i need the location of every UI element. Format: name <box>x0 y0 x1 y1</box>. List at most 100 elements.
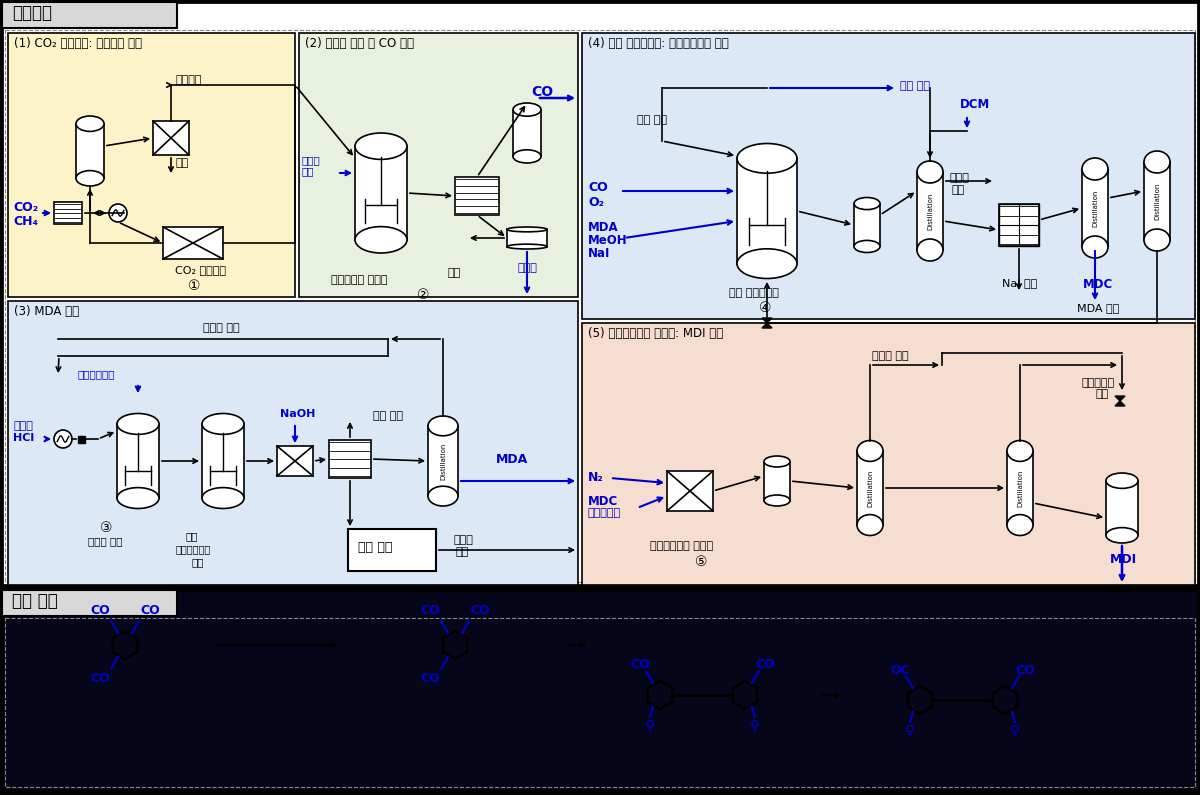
Bar <box>508 230 547 246</box>
Text: CO: CO <box>470 604 490 618</box>
Text: HCl: HCl <box>13 433 34 443</box>
Ellipse shape <box>1144 151 1170 173</box>
Ellipse shape <box>737 144 797 173</box>
Text: CO₂ 건식개질: CO₂ 건식개질 <box>175 265 226 275</box>
Text: 아닐린 축합: 아닐린 축합 <box>88 536 122 546</box>
Text: Distillation: Distillation <box>866 469 874 506</box>
Text: (4) 산화 카르보닐화: 디카바메이트 합성: (4) 산화 카르보닐화: 디카바메이트 합성 <box>588 37 728 50</box>
Bar <box>667 471 713 511</box>
Text: O₂: O₂ <box>588 196 604 209</box>
Bar <box>202 424 244 498</box>
Text: Distillation: Distillation <box>440 442 446 479</box>
Text: MDA: MDA <box>588 221 619 234</box>
Text: CO: CO <box>530 85 553 99</box>
Text: ①: ① <box>188 279 200 293</box>
Text: ♀: ♀ <box>1010 723 1020 737</box>
Bar <box>348 529 436 571</box>
Text: 메탄올: 메탄올 <box>950 173 970 183</box>
Ellipse shape <box>118 413 158 434</box>
Bar <box>355 146 407 240</box>
Text: 니트로벤젠: 니트로벤젠 <box>1082 378 1115 388</box>
Text: 아닐린 회수: 아닐린 회수 <box>203 323 240 333</box>
Text: CO: CO <box>755 658 775 672</box>
Bar <box>154 121 190 155</box>
Text: CO: CO <box>420 673 440 685</box>
Text: (5) 디카바메이트 열분해: MDI 생산: (5) 디카바메이트 열분해: MDI 생산 <box>588 327 724 340</box>
Text: 폐수: 폐수 <box>446 268 461 278</box>
Text: N₂: N₂ <box>588 471 604 484</box>
Text: NaI 회수: NaI 회수 <box>1002 278 1037 288</box>
Polygon shape <box>762 318 772 328</box>
Text: MDC: MDC <box>588 495 618 508</box>
Bar <box>582 33 1195 319</box>
Text: 합성가스: 합성가스 <box>176 75 203 85</box>
Bar <box>1082 169 1108 247</box>
Text: 회수: 회수 <box>952 185 965 195</box>
Text: 기체 배출: 기체 배출 <box>373 411 403 421</box>
Text: (2) 아닐린 합성 및 CO 분리: (2) 아닐린 합성 및 CO 분리 <box>305 37 414 50</box>
Text: 폼름알데히드: 폼름알데히드 <box>176 544 211 554</box>
Ellipse shape <box>1007 440 1033 461</box>
Ellipse shape <box>917 239 943 261</box>
Text: Distillation: Distillation <box>1092 189 1098 227</box>
Ellipse shape <box>202 413 244 434</box>
Text: 반응 스킴: 반응 스킴 <box>12 592 58 610</box>
Bar <box>854 204 880 246</box>
Ellipse shape <box>857 440 883 461</box>
Text: 벤젠: 벤젠 <box>186 531 198 541</box>
Bar <box>1106 481 1138 535</box>
Bar <box>54 202 82 224</box>
Ellipse shape <box>1082 236 1108 258</box>
Ellipse shape <box>202 487 244 509</box>
Text: 기체 회수: 기체 회수 <box>637 115 667 125</box>
Text: CO: CO <box>1015 664 1034 677</box>
Text: ♀: ♀ <box>750 718 760 732</box>
Bar <box>514 110 541 157</box>
Text: 황산: 황산 <box>191 557 204 567</box>
Bar <box>2 2 1198 585</box>
Text: 기체 배출: 기체 배출 <box>900 81 930 91</box>
Bar <box>163 227 223 259</box>
Text: NaOH: NaOH <box>280 409 316 419</box>
Text: 아닐린: 아닐린 <box>13 421 32 431</box>
Ellipse shape <box>764 456 790 467</box>
Text: ♀: ♀ <box>905 723 916 737</box>
Ellipse shape <box>355 227 407 253</box>
Bar <box>2 2 178 28</box>
Ellipse shape <box>854 240 880 253</box>
Bar <box>737 158 797 264</box>
Ellipse shape <box>508 244 547 249</box>
Bar <box>998 204 1039 246</box>
Text: CO: CO <box>140 604 160 618</box>
Text: CO: CO <box>420 604 440 618</box>
Ellipse shape <box>514 149 541 163</box>
Text: DCM: DCM <box>960 98 990 111</box>
Bar <box>582 323 1195 585</box>
Bar <box>299 33 578 297</box>
Text: Distillation: Distillation <box>928 192 934 230</box>
Circle shape <box>109 204 127 222</box>
Ellipse shape <box>355 133 407 160</box>
Text: 폼름알데히드: 폼름알데히드 <box>78 369 115 379</box>
Text: 단위공정: 단위공정 <box>12 4 52 22</box>
Text: CO: CO <box>90 604 110 618</box>
Text: CO: CO <box>588 181 607 194</box>
Text: (3) MDA 합성: (3) MDA 합성 <box>14 305 79 318</box>
Bar <box>1144 162 1170 240</box>
Text: 회수: 회수 <box>1096 389 1109 399</box>
Bar <box>329 440 371 478</box>
Text: MDI: MDI <box>1110 553 1138 566</box>
Bar <box>118 424 158 498</box>
Text: Distillation: Distillation <box>1154 182 1160 219</box>
Bar <box>998 204 1039 246</box>
Text: 폐기물: 폐기물 <box>454 535 473 545</box>
Text: 메탄올 회수: 메탄올 회수 <box>872 351 908 361</box>
Bar <box>8 301 578 585</box>
Text: NaI: NaI <box>588 247 611 260</box>
Text: MDA 회수: MDA 회수 <box>1078 303 1120 313</box>
Bar <box>8 33 295 297</box>
Bar <box>78 436 84 443</box>
Text: (1) CO₂ 건식개질: 합성가스 생산: (1) CO₂ 건식개질: 합성가스 생산 <box>14 37 142 50</box>
Bar <box>764 462 790 501</box>
Text: MeOH: MeOH <box>588 234 628 247</box>
